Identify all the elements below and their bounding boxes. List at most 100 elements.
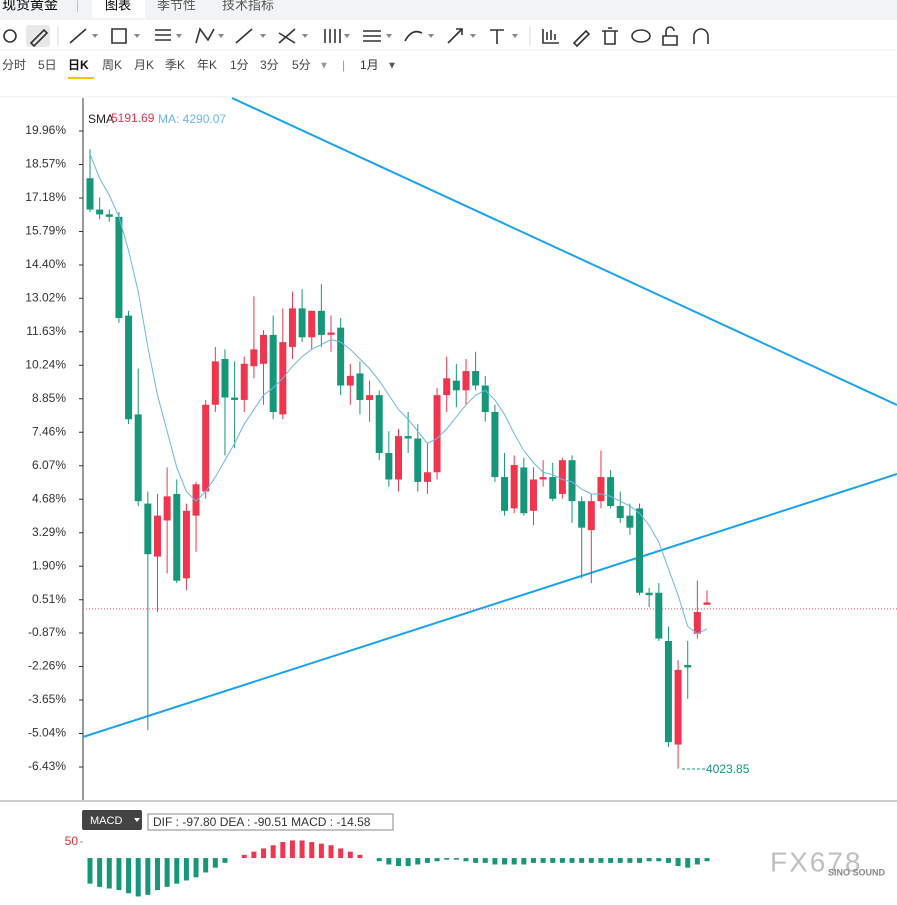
tool-icon[interactable] <box>447 28 463 44</box>
macd-bar <box>617 858 623 863</box>
y-tick-label: -6.43% <box>28 759 66 773</box>
macd-bar <box>251 851 257 859</box>
period[interactable]: 年K <box>197 58 217 72</box>
y-tick-label: 3.29% <box>32 525 66 539</box>
macd-bar <box>656 858 662 862</box>
macd-bar <box>338 848 344 859</box>
candle-body <box>86 178 94 210</box>
candle-body <box>337 327 345 386</box>
macd-bar <box>598 858 604 863</box>
tool-icon[interactable] <box>29 28 49 48</box>
range-more[interactable]: ▼ <box>387 61 397 72</box>
sma-line <box>89 153 708 635</box>
tool-icon[interactable] <box>69 28 87 44</box>
candle-body <box>587 501 595 531</box>
macd-bar <box>318 843 324 859</box>
candle-body <box>211 361 219 405</box>
tool-icon[interactable] <box>3 29 17 43</box>
macd-bar <box>646 858 652 862</box>
period[interactable]: 月K <box>134 58 154 72</box>
tool-icon[interactable] <box>235 28 253 44</box>
macd-bar <box>164 858 170 887</box>
period[interactable]: 周K <box>102 58 122 72</box>
tab[interactable]: 图表 <box>105 0 131 12</box>
tool-icon[interactable] <box>404 30 423 42</box>
tool-icon[interactable] <box>662 26 678 46</box>
candle-body <box>452 380 460 391</box>
tab[interactable]: 季节性 <box>157 0 196 12</box>
period[interactable]: 1分 <box>230 58 249 72</box>
period[interactable]: 日K <box>68 58 89 72</box>
macd-bar <box>637 858 643 863</box>
y-tick-label: 4.68% <box>32 491 66 505</box>
macd-bar <box>685 858 691 868</box>
macd-bar <box>550 858 556 863</box>
macd-bar <box>222 858 228 863</box>
macd-bar <box>135 858 141 897</box>
macd-bar <box>174 858 180 884</box>
tool-icon[interactable] <box>572 29 591 48</box>
tool-icon[interactable] <box>490 29 504 44</box>
tool-icon[interactable] <box>278 28 296 44</box>
period[interactable]: 分时 <box>2 58 26 72</box>
macd-bar <box>280 842 286 859</box>
macd-bar <box>193 858 199 878</box>
candle-body <box>202 404 210 492</box>
tool-icon[interactable] <box>363 30 381 42</box>
tool-icon[interactable] <box>602 27 618 45</box>
candle-body <box>616 505 624 519</box>
tool-icon[interactable] <box>631 29 651 43</box>
period[interactable]: 5日 <box>38 58 57 72</box>
macd-bar <box>97 858 103 887</box>
trend-line[interactable] <box>82 473 897 738</box>
macd-bar <box>434 858 440 862</box>
candle-body <box>115 216 123 319</box>
candle-body <box>481 385 489 413</box>
period[interactable]: 季K <box>165 58 185 72</box>
macd-bar <box>328 845 334 859</box>
candle-body <box>655 592 663 639</box>
macd-bar <box>87 858 93 884</box>
tool-icon[interactable] <box>111 28 127 44</box>
macd-chart: 50 <box>65 834 710 897</box>
y-tick-label: 19.96% <box>25 123 66 137</box>
y-tick-label: 8.85% <box>32 391 66 405</box>
active-underline <box>68 77 94 79</box>
period[interactable]: 3分 <box>260 58 279 72</box>
indicator-select[interactable] <box>82 810 142 830</box>
candle-body <box>144 503 152 555</box>
candle-body <box>674 669 682 745</box>
tool-icon[interactable] <box>542 29 559 44</box>
macd-bar <box>386 858 392 865</box>
candle-body <box>260 334 268 364</box>
dropdown-arrow <box>134 818 140 822</box>
period[interactable]: 5分 <box>292 58 311 72</box>
tool-icon[interactable] <box>693 28 709 44</box>
sma-label: SMA <box>88 112 114 126</box>
high-label: 5191.69 <box>111 111 155 125</box>
period-more[interactable]: ▼ <box>319 61 329 72</box>
y-tick-label: 7.46% <box>32 424 66 438</box>
tool-icon[interactable] <box>155 29 171 41</box>
candle-body <box>510 465 518 509</box>
candle-body <box>163 496 171 521</box>
range[interactable]: 1月 <box>360 58 379 72</box>
macd-bar <box>492 858 498 865</box>
macd-bar <box>453 858 459 860</box>
active-tab-bg <box>92 0 145 18</box>
tool-icon[interactable] <box>195 27 215 44</box>
y-tick-label: 18.57% <box>25 157 66 171</box>
legend-box <box>147 813 394 831</box>
candle-body <box>597 477 605 502</box>
candle-body <box>192 484 200 516</box>
macd-bar <box>183 858 189 881</box>
tab[interactable]: 技术指标 <box>222 0 274 12</box>
macd-bar <box>309 842 315 859</box>
macd-bar <box>463 858 469 862</box>
trend-line[interactable] <box>231 97 897 406</box>
tool-icon[interactable] <box>324 29 341 43</box>
macd-legend: DIF : -97.80 DEA : -90.51 MACD : -14.58 <box>153 815 371 829</box>
candle-body <box>693 612 701 634</box>
